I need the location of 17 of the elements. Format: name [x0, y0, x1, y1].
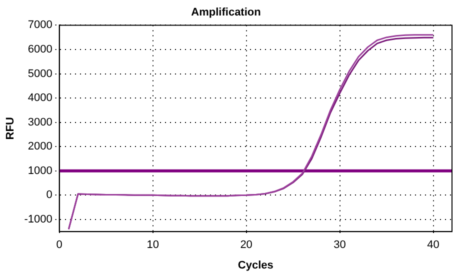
y-axis-title: RFU [4, 117, 17, 140]
x-tick-label: 10 [146, 239, 159, 252]
y-tick-label: 6000 [28, 44, 52, 56]
y-tick-label: 1000 [28, 164, 52, 177]
y-tick-label: -1000 [24, 213, 52, 226]
chart-title: Amplification [191, 6, 262, 19]
y-tick-label: 7000 [28, 19, 52, 32]
x-tick-label: 20 [240, 239, 252, 252]
y-tick-label: 0 [46, 189, 52, 202]
x-tick-label: 40 [427, 239, 440, 252]
y-tick-label: 3000 [28, 116, 52, 128]
y-tick-label: 5000 [28, 68, 52, 80]
y-tick-label: 2000 [28, 140, 52, 153]
x-tick-label: 30 [334, 239, 346, 252]
x-axis-title: Cycles [238, 259, 274, 272]
x-tick-label: 0 [56, 239, 62, 252]
y-tick-label: 4000 [28, 92, 52, 104]
